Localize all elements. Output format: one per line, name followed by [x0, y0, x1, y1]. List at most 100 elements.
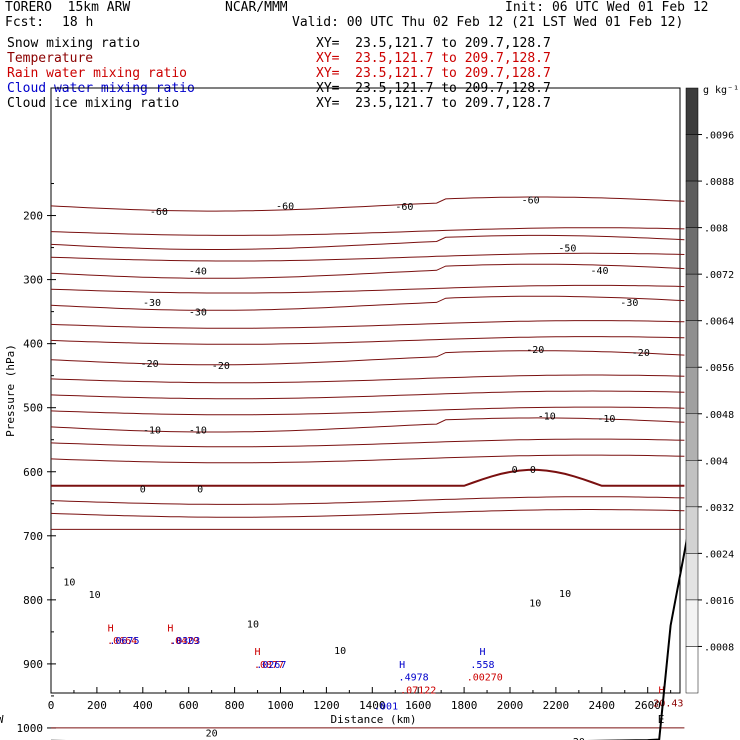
field-extremum-label: .0675 — [109, 636, 139, 647]
colorbar-label: .008 — [704, 224, 728, 235]
y-tick-label: 800 — [23, 594, 43, 607]
y-axis-title: Pressure (hPa) — [4, 344, 17, 437]
x-tick-label: 1000 — [267, 699, 294, 712]
isotherm-line — [50, 196, 685, 212]
colorbar-label: .0016 — [704, 596, 734, 607]
field-extremum-label: H — [658, 686, 664, 697]
isotherm-label: 10 — [529, 598, 541, 609]
legend-field-name: Rain water mixing ratio — [7, 66, 188, 81]
center-label: NCAR/MMM — [225, 0, 288, 15]
colorbar-segment — [685, 413, 699, 461]
field-extremum-label: H — [399, 660, 405, 671]
isotherm-line — [50, 295, 685, 311]
colorbar-segment — [685, 320, 699, 368]
x-end-label-west: W — [0, 713, 4, 726]
colorbar-segment — [685, 366, 699, 415]
colorbar-segment — [685, 227, 699, 275]
field-extremum-label: H — [167, 623, 173, 634]
isotherm-line — [50, 350, 685, 366]
isotherm-label: 20 — [573, 737, 585, 740]
isotherm-line — [50, 284, 685, 294]
y-tick-label: 400 — [23, 338, 43, 351]
colorbar-label: .0008 — [704, 642, 734, 653]
isotherm-line — [50, 509, 685, 518]
isotherm-label: -30 — [189, 308, 207, 319]
x-tick-label: 400 — [133, 699, 153, 712]
isotherm-label: -30 — [143, 298, 161, 309]
isotherm-label: -10 — [597, 414, 615, 425]
x-tick-label: 0 — [48, 699, 55, 712]
colorbar-label: .0096 — [704, 131, 734, 142]
field-extremum-label: 20.43 — [653, 698, 683, 709]
colorbar-segment — [685, 180, 699, 228]
colorbar-label: .0072 — [704, 270, 734, 281]
y-tick-label: 200 — [23, 210, 43, 223]
isotherm-label: -60 — [395, 202, 413, 213]
colorbar-segment — [685, 599, 699, 647]
field-extremum-label: .0429 — [169, 636, 199, 647]
field-extremum-label: H — [479, 647, 485, 658]
isotherm-label: -20 — [212, 361, 230, 372]
colorbar-segment — [685, 553, 699, 601]
isotherm-label: 0 — [140, 484, 146, 495]
isotherm-label: -50 — [558, 244, 576, 255]
legend-field-name: Snow mixing ratio — [7, 36, 141, 51]
field-extremum-label: H — [108, 623, 114, 634]
isotherm-label: 10 — [89, 590, 101, 601]
y-tick-label: 1000 — [17, 722, 44, 735]
isotherm-label: -20 — [141, 359, 159, 370]
x-tick-label: 600 — [179, 699, 199, 712]
field-extremum-label: .0267 — [256, 660, 286, 671]
colorbar-label: .0088 — [704, 177, 734, 188]
isotherm-label: 10 — [334, 646, 346, 657]
y-tick-label: 600 — [23, 466, 43, 479]
field-extremum-label: .4978 — [399, 673, 429, 684]
x-tick-label: 2600 — [634, 699, 661, 712]
colorbar-label: .004 — [704, 456, 728, 467]
isotherm-line — [50, 390, 685, 400]
x-tick-label: 1400 — [359, 699, 386, 712]
isotherm-label: -10 — [538, 411, 556, 422]
isotherm-line — [50, 406, 685, 416]
isotherm-label: -40 — [189, 267, 207, 278]
isotherm-label: -40 — [590, 266, 608, 277]
isotherm-label: -10 — [143, 425, 161, 436]
isotherm-label: 10 — [63, 577, 75, 588]
y-tick-label: 500 — [23, 402, 43, 415]
x-axis-title: Distance (km) — [330, 713, 416, 726]
legend-field-name: Cloud ice mixing ratio — [7, 96, 180, 111]
y-tick-label: 700 — [23, 530, 43, 543]
isotherm-label: 10 — [559, 589, 571, 600]
isotherm-label: -60 — [150, 207, 168, 218]
isotherm-label: 0 — [197, 484, 203, 495]
colorbar-label: .0064 — [704, 317, 734, 328]
y-tick-label: 900 — [23, 658, 43, 671]
isotherm-line — [50, 252, 685, 262]
colorbar-segment — [685, 134, 699, 182]
colorbar-segment — [685, 87, 699, 135]
x-tick-label: 1200 — [313, 699, 340, 712]
isotherm-label: -20 — [526, 345, 544, 356]
legend-field-name: Temperature — [7, 51, 94, 66]
fcst-value: 18 h — [62, 15, 94, 30]
colorbar-segment — [685, 273, 699, 321]
isotherm-label: -30 — [620, 298, 638, 309]
colorbar-segment — [685, 506, 699, 554]
colorbar-units: g kg⁻¹ — [703, 85, 739, 96]
colorbar-label: .0048 — [704, 410, 734, 421]
isotherm-line — [50, 374, 685, 384]
isotherm-label: -60 — [276, 201, 294, 212]
x-tick-label: 1600 — [405, 699, 432, 712]
field-extremum-label: .0877 — [254, 660, 284, 671]
isotherm-line — [50, 234, 685, 250]
y-tick-label: 300 — [23, 274, 43, 287]
isotherm-line — [50, 454, 685, 464]
x-tick-label: 800 — [225, 699, 245, 712]
isotherm-label: 0 — [512, 465, 518, 476]
isotherm-label: 20 — [206, 728, 218, 739]
isotherm-label: -60 — [522, 196, 540, 207]
isotherm-line — [50, 263, 685, 279]
x-tick-label: 200 — [87, 699, 107, 712]
plot-frame — [50, 87, 681, 694]
